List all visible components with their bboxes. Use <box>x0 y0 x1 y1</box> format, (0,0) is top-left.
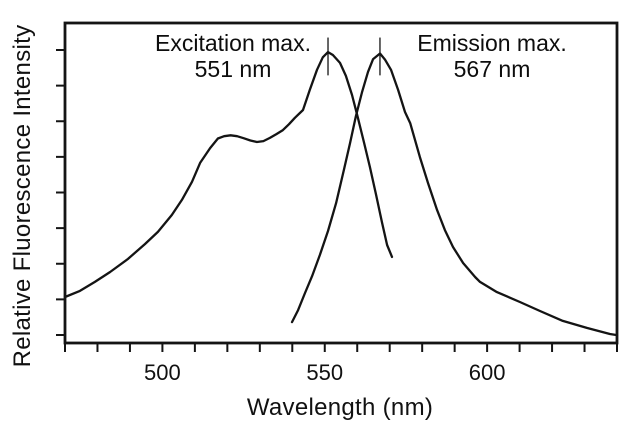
emission-max-label: Emission max. <box>417 30 567 56</box>
x-tick-label: 500 <box>144 360 181 385</box>
x-axis-title: Wavelength (nm) <box>246 394 434 421</box>
excitation-curve <box>63 50 394 299</box>
emission-max-annotation: Emission max. 567 nm <box>417 30 567 82</box>
x-tick-label: 550 <box>306 360 343 385</box>
excitation-max-label: Excitation max. <box>155 30 311 56</box>
plot-frame <box>63 21 619 345</box>
excitation-max-value: 551 nm <box>194 56 272 82</box>
x-tick-label: 600 <box>469 360 506 385</box>
emission-max-value: 567 nm <box>453 56 531 82</box>
emission-curve <box>290 52 619 337</box>
y-axis-title: Relative Fluorescence Intensity <box>9 24 36 368</box>
excitation-max-annotation: Excitation max. 551 nm <box>155 30 311 82</box>
